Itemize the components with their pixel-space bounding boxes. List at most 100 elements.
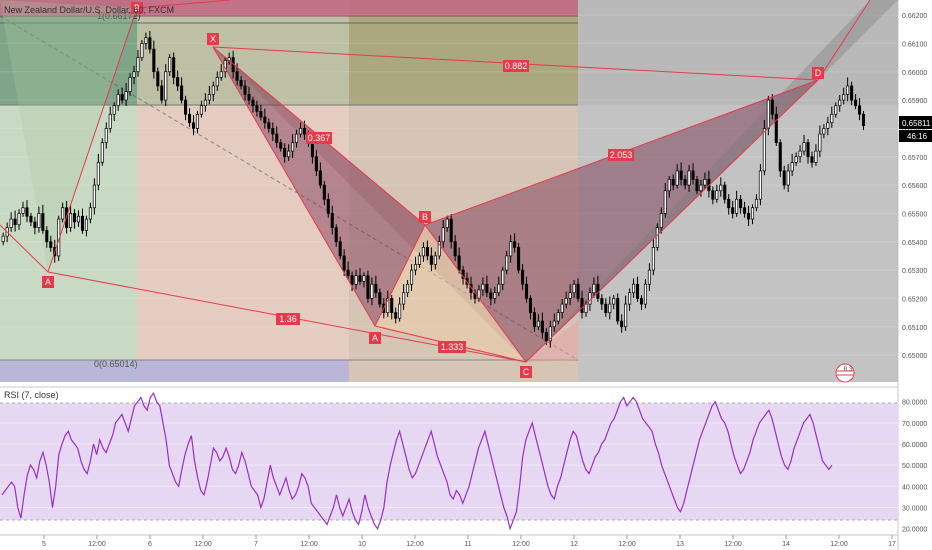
candle-down [73,213,77,223]
candle-up [112,105,116,115]
candle-up [509,241,513,257]
candle-down [346,269,350,277]
candle-down [350,275,354,285]
candle-up [1,235,5,243]
last-price-box [899,116,932,129]
candle-down [180,85,184,101]
candle-down [683,179,687,186]
candle-up [663,190,667,214]
candle-down [394,312,398,319]
price-tick-label: 0.65100 [902,325,927,332]
candle-down [429,255,433,265]
candle-up [92,184,96,209]
price-tick-label: 0.65800 [902,126,927,133]
candle-down [810,156,814,163]
candle-up [786,170,790,186]
candle-down [521,269,525,285]
candle-down [532,312,536,328]
price-tick-label: 0.66000 [902,70,927,77]
candle-down [378,292,382,305]
candle-up [560,303,564,313]
chart-symbol-title[interactable]: New Zealand Dollar/U.S. Dollar, 60, FXCM [4,5,174,15]
time-tick-label: 5 [42,541,46,548]
time-tick-label: 12:00 [194,541,212,548]
events-badge[interactable]: B 3 [835,363,855,383]
candle-down [283,147,287,158]
time-tick-label: 12:00 [406,541,424,548]
time-axis[interactable]: 5 12:00 6 12:00 7 12:00 10 12:00 11 12:00 12 12:00 1… [42,535,896,548]
candle-down [243,85,247,95]
time-tick-label: 11 [464,541,471,548]
candle-up [846,85,850,95]
ratio-labels: 0.882 2.053 0.367 1.36 1.333 [276,60,634,353]
time-tick-label: 12:00 [300,541,318,548]
candle-down [184,99,188,115]
candle-up [830,113,834,124]
point-label-c: C [523,367,530,377]
candle-down [691,170,695,180]
candle-down [314,156,318,172]
candle-down [544,332,548,342]
countdown-label: 46:16 [907,132,928,141]
candle-up [735,198,739,214]
rsi-axis: 80.0000 70.0000 60.0000 50.0000 40.0000 30.00… [902,400,927,534]
price-axis[interactable]: 0.66200 0.66100 0.66000 0.65900 0.65800 0.657… [902,13,927,360]
candle-up [402,292,406,305]
candle-down [358,275,362,282]
price-tick-label: 0.66200 [902,13,927,20]
candle-up [144,37,148,44]
candle-up [715,190,719,200]
candle-up [818,133,822,152]
candle-down [267,122,271,129]
candle-up [437,241,441,257]
candle-down [739,198,743,209]
countdown-box [899,130,932,142]
point-label-a-left: A [45,277,51,287]
rsi-title[interactable]: RSI (7, close) [4,390,59,400]
rsi-tick-label: 50.0000 [902,463,927,470]
pattern-bcd-triangle [425,80,818,362]
rsi-tick-label: 30.0000 [902,505,927,512]
candle-down [850,85,854,101]
candle-down [774,113,778,143]
candle-down [191,122,196,129]
candle-up [501,269,505,285]
rsi-band [0,403,898,520]
candle-up [84,218,88,231]
candle-up [9,218,13,228]
candle-up [497,283,501,294]
ratio-label-xd: 0.882 [505,61,528,71]
candle-up [608,303,612,313]
candle-up [548,326,552,342]
candle-up [687,170,691,186]
rsi-tick-label: 70.0000 [902,421,927,428]
candle-up [76,215,81,223]
candle-up [556,312,560,322]
candle-down [29,215,33,223]
time-tick-label: 14 [782,541,790,548]
candle-up [207,94,211,101]
candle-down [271,128,275,135]
candle-down [517,247,521,271]
candle-up [287,150,291,158]
candle-down [152,48,156,73]
candle-up [632,283,636,294]
candle-up [116,94,120,107]
point-label-b-left: B [134,3,140,13]
candle-up [128,77,132,92]
candle-up [291,142,295,152]
candle-down [743,207,747,214]
candle-up [298,128,303,135]
candle-up [536,320,540,328]
candle-down [13,218,17,226]
candle-down [513,241,517,248]
candle-down [600,298,604,305]
candle-up [643,283,647,305]
candle-up [822,128,826,135]
candlestick-series [1,30,866,348]
candle-down [239,79,243,87]
candle-down [858,105,862,115]
price-tick-label: 0.65000 [902,353,927,360]
candle-up [17,213,21,226]
candle-up [168,57,172,73]
